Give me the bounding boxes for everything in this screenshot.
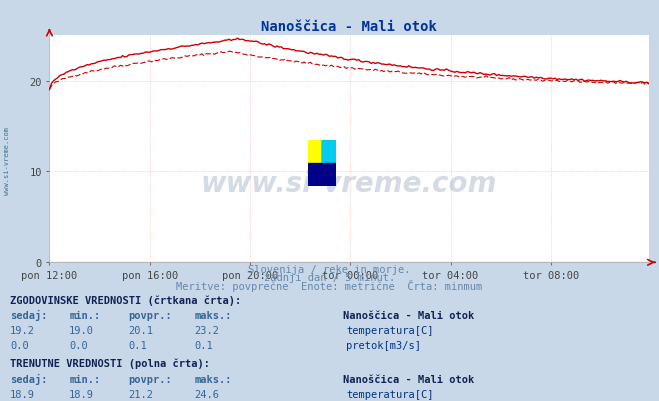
Text: sedaj:: sedaj: [10,373,47,384]
Bar [308,140,322,164]
Polygon shape [322,140,336,164]
Text: 0.1: 0.1 [194,340,213,350]
Text: sedaj:: sedaj: [10,309,47,320]
Title: Nanoščica - Mali otok: Nanoščica - Mali otok [262,20,437,34]
Text: maks.:: maks.: [194,374,232,384]
Text: maks.:: maks.: [194,310,232,320]
Text: 24.6: 24.6 [194,389,219,399]
Text: 23.2: 23.2 [194,325,219,335]
Text: 20.1: 20.1 [129,325,154,335]
Text: 21.2: 21.2 [129,389,154,399]
Text: www.si-vreme.com: www.si-vreme.com [201,169,498,197]
Text: temperatura[C]: temperatura[C] [346,389,434,399]
Text: Slovenija / reke in morje.: Slovenija / reke in morje. [248,265,411,275]
Text: temperatura[C]: temperatura[C] [346,325,434,335]
Text: www.si-vreme.com: www.si-vreme.com [3,126,10,194]
Text: TRENUTNE VREDNOSTI (polna črta):: TRENUTNE VREDNOSTI (polna črta): [10,358,210,369]
Text: 0.0: 0.0 [69,340,88,350]
Text: zadnji dan / 5 minut.: zadnji dan / 5 minut. [264,273,395,283]
Text: 0.1: 0.1 [129,340,147,350]
Text: ZGODOVINSKE VREDNOSTI (črtkana črta):: ZGODOVINSKE VREDNOSTI (črtkana črta): [10,294,241,305]
Text: pretok[m3/s]: pretok[m3/s] [346,340,421,350]
Text: 19.0: 19.0 [69,325,94,335]
Bar [308,164,336,186]
Text: Nanoščica - Mali otok: Nanoščica - Mali otok [343,310,474,320]
Polygon shape [322,140,336,164]
Text: povpr.:: povpr.: [129,374,172,384]
Text: 18.9: 18.9 [69,389,94,399]
Text: min.:: min.: [69,374,100,384]
Text: 18.9: 18.9 [10,389,35,399]
Polygon shape [322,140,336,164]
Polygon shape [322,140,336,164]
Text: Meritve: povprečne  Enote: metrične  Črta: minmum: Meritve: povprečne Enote: metrične Črta:… [177,279,482,292]
Text: povpr.:: povpr.: [129,310,172,320]
Text: 0.0: 0.0 [10,340,28,350]
Text: 19.2: 19.2 [10,325,35,335]
Text: min.:: min.: [69,310,100,320]
Text: Nanoščica - Mali otok: Nanoščica - Mali otok [343,374,474,384]
